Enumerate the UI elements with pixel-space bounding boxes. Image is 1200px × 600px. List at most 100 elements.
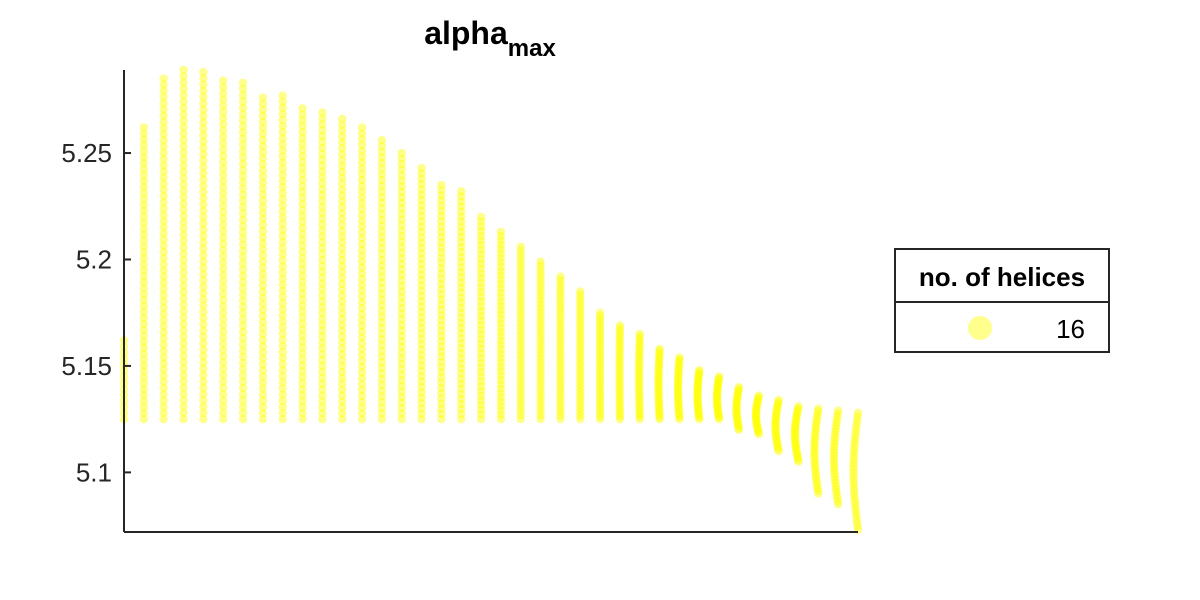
scatter-point <box>298 337 307 346</box>
scatter-point <box>318 208 327 218</box>
scatter-point <box>397 187 406 197</box>
scatter-point <box>457 187 466 196</box>
scatter-point <box>516 258 525 267</box>
scatter-point <box>576 380 585 389</box>
scatter-point <box>595 408 605 418</box>
scatter-point <box>377 215 387 225</box>
scatter-point <box>318 350 327 359</box>
scatter-point <box>476 382 486 391</box>
scatter-point <box>298 331 307 340</box>
scatter-point <box>338 144 347 153</box>
scatter-point <box>417 393 426 402</box>
scatter-point <box>693 387 702 397</box>
scatter-point <box>457 328 466 338</box>
scatter-point <box>218 339 228 349</box>
scatter-point <box>693 401 703 410</box>
scatter-point <box>791 423 800 432</box>
scatter-point <box>357 409 367 418</box>
scatter-point <box>179 402 188 411</box>
scatter-point <box>654 395 664 405</box>
scatter-point <box>437 258 446 268</box>
scatter-point <box>159 154 168 164</box>
scatter-point <box>318 220 327 229</box>
scatter-point <box>338 267 347 277</box>
scatter-point <box>576 297 585 306</box>
scatter-point <box>179 357 188 367</box>
scatter-point <box>179 408 188 418</box>
scatter-point <box>457 278 466 287</box>
scatter-point <box>199 389 208 399</box>
scatter-point <box>238 184 248 193</box>
scatter-point <box>377 147 387 156</box>
scatter-point <box>298 110 307 119</box>
scatter-point <box>318 108 327 117</box>
scatter-point <box>536 349 545 359</box>
scatter-point <box>357 210 367 220</box>
scatter-point <box>159 74 168 83</box>
scatter-point <box>674 410 684 420</box>
scatter-point <box>218 314 228 324</box>
scatter-point <box>476 278 486 287</box>
scatter-point <box>179 414 188 424</box>
scatter-point <box>179 345 188 354</box>
scatter-point <box>635 334 644 344</box>
scatter-point <box>556 316 565 325</box>
scatter-point <box>457 384 466 393</box>
scatter-point <box>556 363 565 373</box>
scatter-point <box>377 272 387 282</box>
scatter-point <box>377 323 387 333</box>
scatter-point <box>258 196 268 205</box>
scatter-point <box>298 134 307 143</box>
scatter-point <box>733 391 742 400</box>
scatter-point <box>199 67 208 77</box>
scatter-point <box>139 414 149 424</box>
scatter-point <box>536 326 545 335</box>
scatter-point <box>693 396 702 405</box>
y-tick-label: 5.25 <box>61 138 112 168</box>
scatter-point <box>338 414 347 424</box>
scatter-point <box>238 215 248 225</box>
scatter-point <box>159 334 168 343</box>
scatter-point <box>139 200 149 210</box>
scatter-point <box>357 193 367 202</box>
scatter-point <box>674 375 683 384</box>
scatter-point <box>238 91 248 100</box>
scatter-point <box>814 404 823 413</box>
scatter-point <box>832 418 841 427</box>
scatter-point <box>654 397 664 407</box>
scatter-point <box>576 345 585 355</box>
scatter-point <box>576 394 585 403</box>
scatter-point <box>674 357 684 366</box>
scatter-point <box>810 448 819 457</box>
scatter-point <box>318 126 327 135</box>
scatter-point <box>516 386 525 396</box>
scatter-point <box>357 391 367 401</box>
scatter-point <box>199 377 208 386</box>
scatter-point <box>218 327 228 336</box>
scatter-point <box>298 271 307 280</box>
scatter-point <box>139 182 149 192</box>
scatter-point <box>338 232 347 241</box>
scatter-point <box>576 290 585 300</box>
scatter-point <box>199 156 208 165</box>
scatter-point <box>179 249 188 259</box>
scatter-point <box>238 271 248 281</box>
scatter-point <box>771 412 781 422</box>
scatter-point <box>829 460 839 470</box>
scatter-point <box>159 173 168 182</box>
scatter-point <box>635 389 644 398</box>
scatter-point <box>218 364 228 374</box>
scatter-point <box>318 243 327 253</box>
scatter-point <box>457 303 466 312</box>
scatter-point <box>675 414 684 424</box>
scatter-point <box>159 198 168 207</box>
scatter-point <box>218 176 228 186</box>
scatter-point <box>830 475 840 485</box>
scatter-point <box>635 340 644 349</box>
scatter-point <box>476 264 486 273</box>
scatter-point <box>790 432 800 442</box>
scatter-point <box>615 324 625 333</box>
scatter-point <box>338 150 347 159</box>
scatter-point <box>278 408 287 418</box>
scatter-point <box>258 293 268 303</box>
